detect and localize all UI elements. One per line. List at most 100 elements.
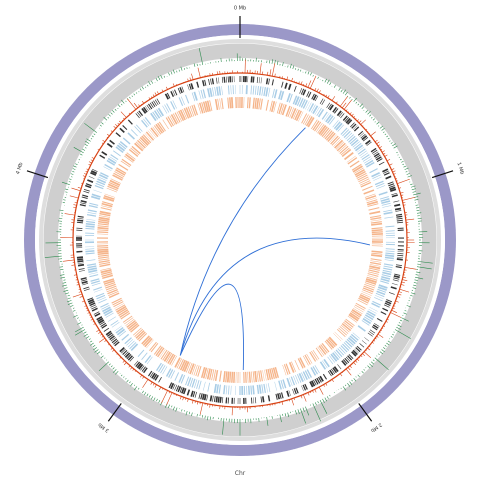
gene-block — [335, 141, 345, 150]
gene-block — [385, 254, 395, 258]
gene-block — [77, 215, 84, 218]
gene-block — [333, 121, 341, 130]
blue-gene-track — [85, 85, 395, 395]
gene-block — [355, 170, 366, 178]
gene-block — [350, 139, 359, 147]
gene-block — [98, 259, 110, 264]
gene-block — [359, 178, 370, 184]
gene-block — [304, 370, 310, 379]
minor-tick — [409, 373, 412, 375]
histogram-bar — [155, 78, 158, 82]
histogram-bar — [287, 65, 289, 68]
histogram-bar — [416, 207, 420, 209]
histogram-bar — [410, 295, 413, 297]
gene-block — [144, 355, 152, 364]
gene-block — [202, 367, 208, 379]
gene-block — [376, 158, 383, 162]
minor-tick — [38, 321, 41, 323]
gene-block — [106, 142, 113, 148]
gene-block — [394, 273, 401, 276]
histogram-bar — [172, 406, 175, 411]
gene-block — [151, 372, 156, 379]
gene-block — [369, 329, 376, 334]
gene-block — [160, 365, 166, 374]
gene-block — [130, 129, 138, 137]
minor-tick — [432, 142, 435, 144]
histogram-bar — [88, 338, 91, 340]
gene-block — [189, 363, 195, 375]
histogram-bar — [413, 282, 418, 284]
gene-block — [360, 292, 372, 298]
gene-block — [91, 280, 101, 285]
gene-block — [312, 366, 319, 375]
gene-block — [91, 306, 97, 310]
gene-block — [384, 302, 391, 307]
histogram-bar — [339, 96, 348, 107]
gene-block — [307, 102, 312, 111]
gene-block — [201, 102, 206, 113]
gene-block — [385, 230, 395, 232]
gene-block — [193, 91, 198, 101]
histogram-bar — [392, 333, 395, 336]
gene-block — [146, 104, 151, 111]
red-histogram-track — [60, 59, 417, 416]
histogram-bar — [387, 137, 390, 140]
gene-block — [388, 185, 395, 188]
gene-block — [314, 106, 320, 115]
histogram-bar — [291, 398, 294, 406]
gene-block — [256, 86, 259, 96]
gene-block — [114, 341, 120, 347]
gene-block — [112, 150, 121, 157]
gene-block — [347, 157, 358, 165]
gene-block — [258, 370, 261, 382]
gene-block — [357, 174, 368, 181]
gene-block — [223, 385, 226, 395]
gene-block — [365, 195, 377, 200]
minor-tick — [180, 30, 182, 33]
gene-block — [274, 366, 279, 378]
histogram-bar — [340, 387, 342, 389]
gene-block — [258, 384, 262, 394]
gene-block — [265, 78, 269, 85]
gene-block — [367, 310, 376, 317]
histogram-bar — [392, 143, 397, 147]
gene-block — [77, 258, 84, 261]
gene-block — [197, 365, 202, 377]
histogram-bar — [413, 284, 417, 287]
histogram-bar — [134, 386, 138, 391]
minor-tick — [416, 364, 419, 367]
gene-block — [356, 345, 362, 351]
gene-block — [109, 335, 115, 341]
gene-block — [291, 361, 296, 372]
minor-tick — [47, 341, 50, 343]
gene-block — [372, 174, 381, 179]
gene-block — [336, 142, 346, 152]
gene-block — [110, 154, 119, 161]
gene-block — [182, 108, 188, 120]
minor-tick — [36, 316, 39, 318]
gene-block — [88, 176, 95, 179]
histogram-bar — [126, 379, 129, 383]
gene-block — [165, 368, 172, 377]
gene-block — [97, 231, 109, 234]
minor-tick — [402, 96, 405, 99]
gene-block — [393, 275, 400, 279]
histogram-bar — [357, 374, 360, 378]
histogram-bar — [197, 67, 201, 78]
gene-block — [267, 87, 271, 97]
gene-block — [99, 210, 111, 215]
histogram-bar — [383, 347, 386, 350]
gene-block — [81, 280, 88, 284]
gene-block — [354, 168, 365, 176]
gene-block — [382, 168, 389, 173]
gene-block — [191, 92, 196, 102]
gene-block — [382, 307, 389, 312]
minor-tick — [387, 397, 390, 400]
histogram-bar — [114, 108, 117, 111]
gene-block — [371, 222, 383, 226]
gene-block — [270, 100, 276, 113]
gene-block — [162, 350, 170, 361]
gene-block — [81, 279, 88, 282]
gene-block — [86, 263, 97, 266]
minor-tick — [107, 66, 109, 69]
